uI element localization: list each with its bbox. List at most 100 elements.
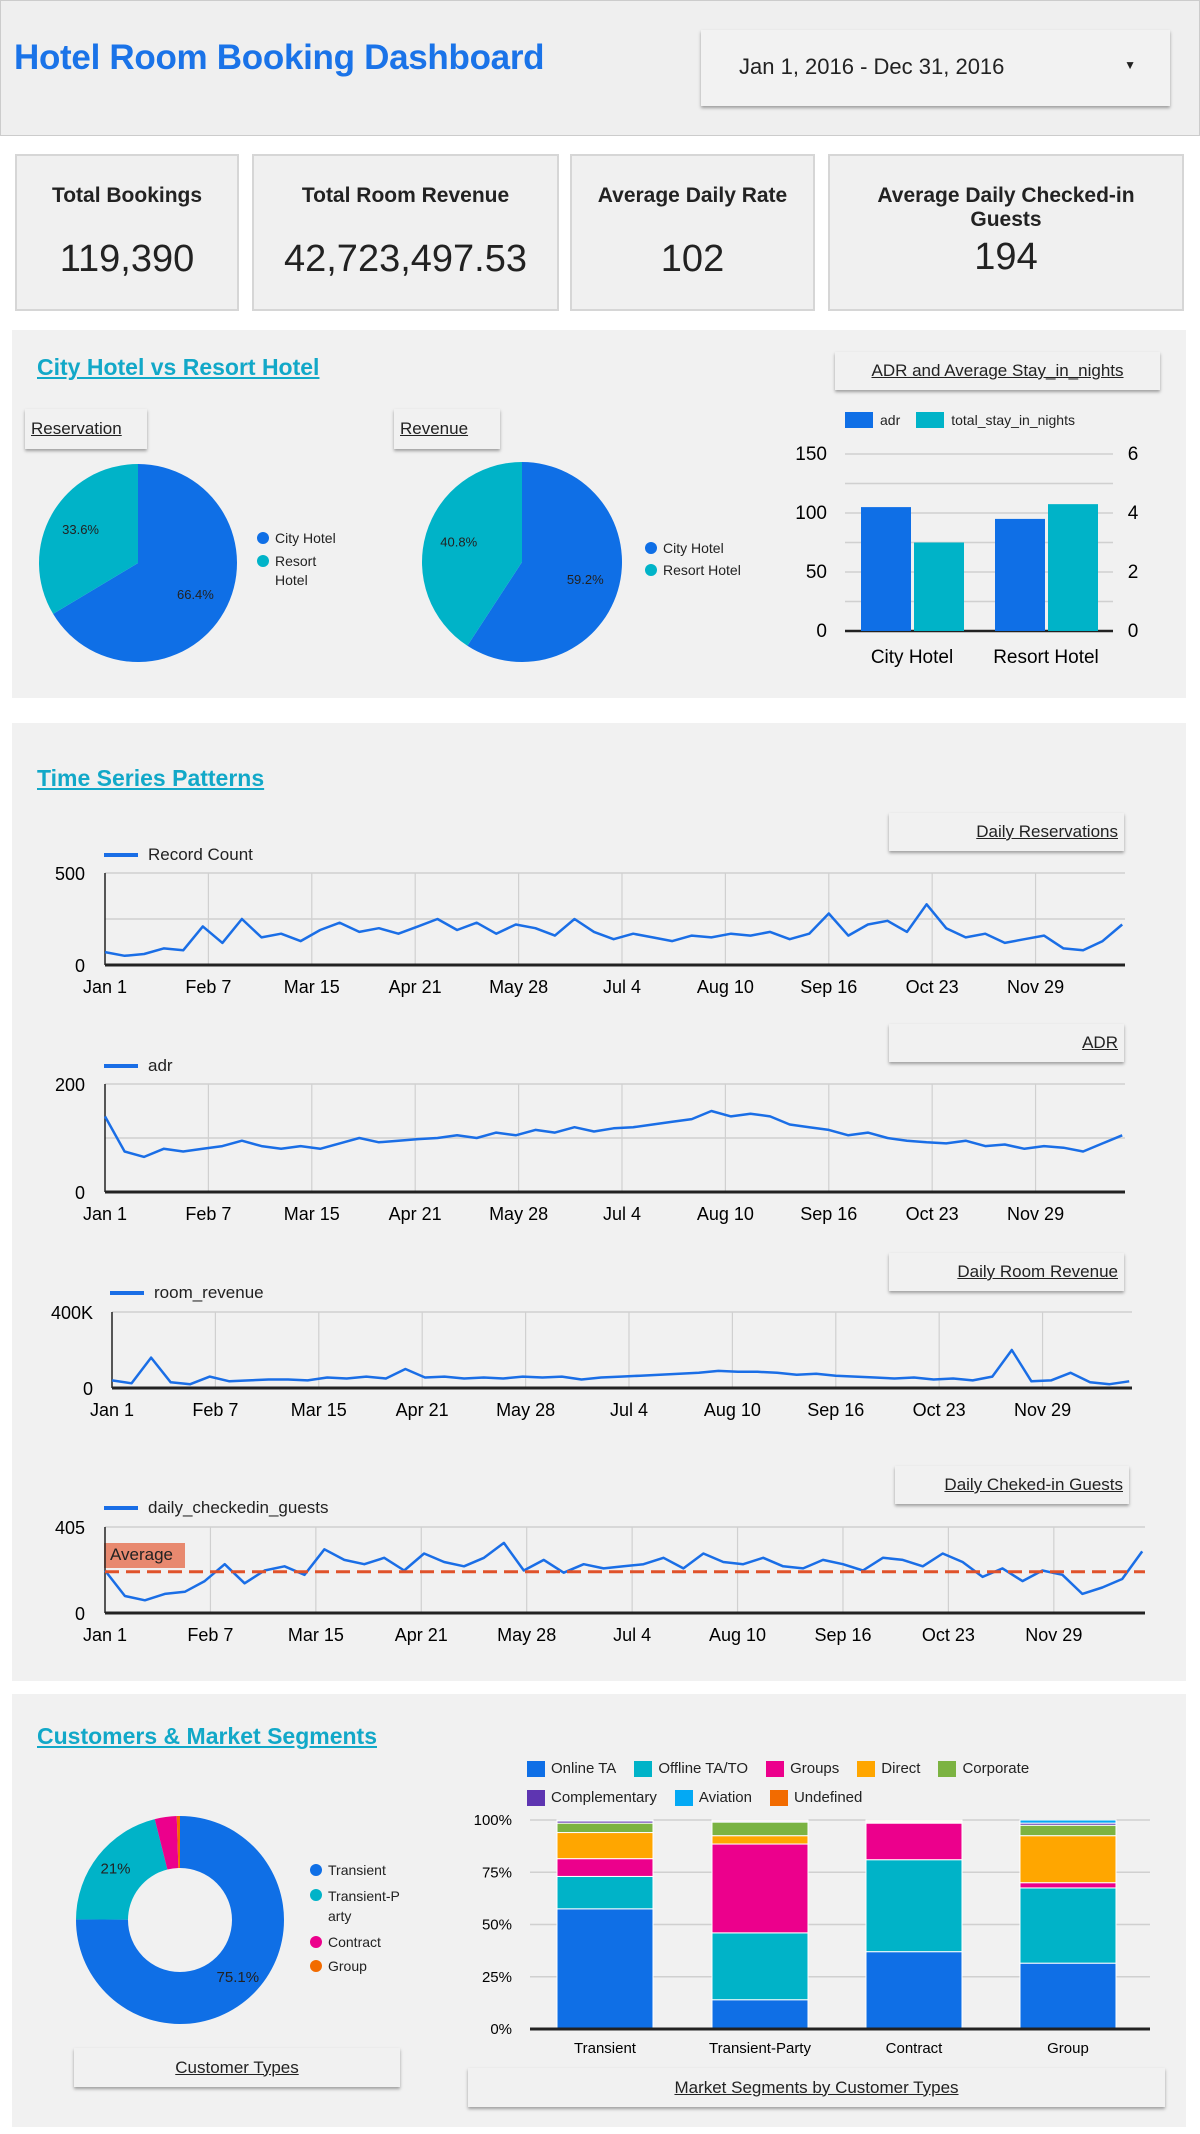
stacked-bar-online-ta [711,1999,809,2030]
legend-label: Resort Hotel [275,553,317,588]
kpi-label: Average Daily Checked-in Guests [877,184,1135,231]
date-range-picker[interactable]: Jan 1, 2016 - Dec 31, 2016 ▼ [701,30,1170,106]
legend-swatch-icon [938,1760,957,1777]
record-count-legend[interactable]: Record Count [104,845,253,865]
legend-label: Transient-Party [328,1888,400,1924]
stacked-bar-direct [1019,1835,1117,1884]
stacked-bar-undefined [711,1819,809,1822]
x-tick-label: City Hotel [871,647,953,668]
y-tick-left: 0 [816,621,827,642]
x-tick-label: Mar 15 [291,1400,347,1420]
legend-label: adr [880,412,901,428]
kpi-value: 119,390 [59,238,195,280]
revenue-legend: City Hotel Resort Hotel [645,540,775,578]
x-tick-label: Nov 29 [1025,1625,1082,1645]
stacked-bar-groups [865,1822,963,1861]
daily-room-revenue-chart-title[interactable]: Daily Room Revenue [889,1253,1124,1291]
legend-line-icon [104,853,138,857]
x-tick-label: May 28 [496,1400,555,1420]
legend-dot-icon [257,532,269,544]
legend-label: Group [328,1958,367,1974]
legend-dot-icon [645,542,657,554]
adr-chart-title[interactable]: ADR [889,1024,1124,1062]
adr-stay-chart-title[interactable]: ADR and Average Stay_in_nights [835,352,1160,390]
y-tick-label: 25% [482,1969,512,1986]
legend-item-online-ta[interactable]: Online TA [527,1760,616,1777]
x-tick-label: Nov 29 [1007,977,1064,997]
x-tick-label: Resort Hotel [993,647,1099,668]
kpi-value: 194 [974,236,1038,278]
legend-item-undefined[interactable]: Undefined [769,1789,862,1806]
legend-label: Transient [328,1862,386,1878]
legend-item-total-stay[interactable]: total_stay_in_nights [916,412,1075,428]
legend-item-transient-party[interactable]: Transient-Party [310,1886,402,1926]
legend-label: Online TA [551,1760,617,1777]
y-tick-label: 0 [75,956,85,976]
legend-swatch-icon [527,1760,545,1777]
legend-label: Offline TA/TO [658,1760,749,1777]
x-tick-label: Jul 4 [613,1625,651,1645]
y-tick-label: 0 [83,1379,93,1399]
dropdown-caret-icon[interactable]: ▼ [1124,58,1136,72]
reservation-chart-title[interactable]: Reservation [25,409,147,449]
legend-item-group[interactable]: Group [310,1958,410,1974]
section-title-customers[interactable]: Customers & Market Segments [37,1723,377,1749]
legend-item-city-hotel[interactable]: City Hotel [257,530,347,546]
legend-item-aviation[interactable]: Aviation [674,1789,752,1806]
reservation-legend: City Hotel Resort Hotel [257,530,347,590]
legend-item-complementary[interactable]: Complementary [527,1789,657,1806]
series-line-daily-checkedin-guests [104,1541,1144,1602]
section-title-time-series[interactable]: Time Series Patterns [37,765,265,791]
legend-item-adr[interactable]: adr [845,412,900,428]
legend-label: Contract [328,1934,381,1950]
adr-stay-legend: adr total_stay_in_nights [845,412,1075,428]
pie-slice-label: 40.8% [440,535,477,550]
y-tick-label: 500 [55,864,85,884]
y-tick-left: 100 [795,503,827,524]
stacked-bar-offline-ta-to [711,1932,809,2001]
series-line-room-revenue [111,1348,1130,1386]
y-tick-right: 6 [1128,444,1139,465]
bar-total-stay-in-nights [914,542,964,631]
kpi-value: 42,723,497.53 [283,238,527,280]
x-tick-label: Transient [574,2040,637,2057]
legend-item-city-hotel[interactable]: City Hotel [645,540,775,556]
daily-reservations-chart-title[interactable]: Daily Reservations [889,813,1124,851]
legend-item-direct[interactable]: Direct [857,1760,920,1777]
legend-item-resort-hotel[interactable]: Resort Hotel [645,562,775,578]
x-tick-label: Mar 15 [284,977,340,997]
daily-checked-in-guests-chart-title[interactable]: Daily Cheked-in Guests [895,1466,1129,1504]
legend-swatch-icon [916,412,945,428]
customer-types-chart-title[interactable]: Customer Types [74,2048,400,2087]
legend-item-offline-ta-to[interactable]: Offline TA/TO [634,1760,748,1777]
legend-swatch-icon [857,1760,876,1777]
legend-dot-icon [257,555,269,567]
room-revenue-legend[interactable]: room_revenue [110,1283,264,1303]
legend-item-contract[interactable]: Contract [310,1934,410,1950]
pie-slice-transient-party [76,1819,168,1920]
legend-item-corporate[interactable]: Corporate [938,1760,1029,1777]
legend-swatch-icon [845,412,873,428]
checked-in-guests-legend[interactable]: daily_checkedin_guests [104,1498,329,1518]
bar-total-stay-in-nights [1048,504,1098,631]
x-tick-label: Sep 16 [800,977,857,997]
adr-legend[interactable]: adr [104,1056,173,1076]
x-tick-label: Sep 16 [814,1625,871,1645]
legend-label: daily_checkedin_guests [148,1498,329,1517]
section-title-hotels[interactable]: City Hotel vs Resort Hotel [37,354,320,380]
legend-label: Record Count [148,845,253,864]
revenue-chart-title[interactable]: Revenue [394,409,500,449]
market-segments-chart-title[interactable]: Market Segments by Customer Types [468,2068,1165,2107]
date-range-value: Jan 1, 2016 - Dec 31, 2016 [739,54,1005,79]
x-tick-label: Jan 1 [90,1400,134,1420]
legend-item-groups[interactable]: Groups [766,1760,839,1777]
pie-slice-resort-hotel [421,462,522,646]
y-tick-label: 0 [75,1604,85,1624]
legend-item-transient[interactable]: Transient [310,1862,410,1878]
stacked-bar-offline-ta-to [1019,1887,1117,1964]
stacked-bar-groups [1019,1882,1117,1889]
y-tick-label: 0 [75,1183,85,1203]
legend-item-resort-hotel[interactable]: Resort Hotel [257,552,327,590]
x-tick-label: Jan 1 [83,1204,127,1224]
